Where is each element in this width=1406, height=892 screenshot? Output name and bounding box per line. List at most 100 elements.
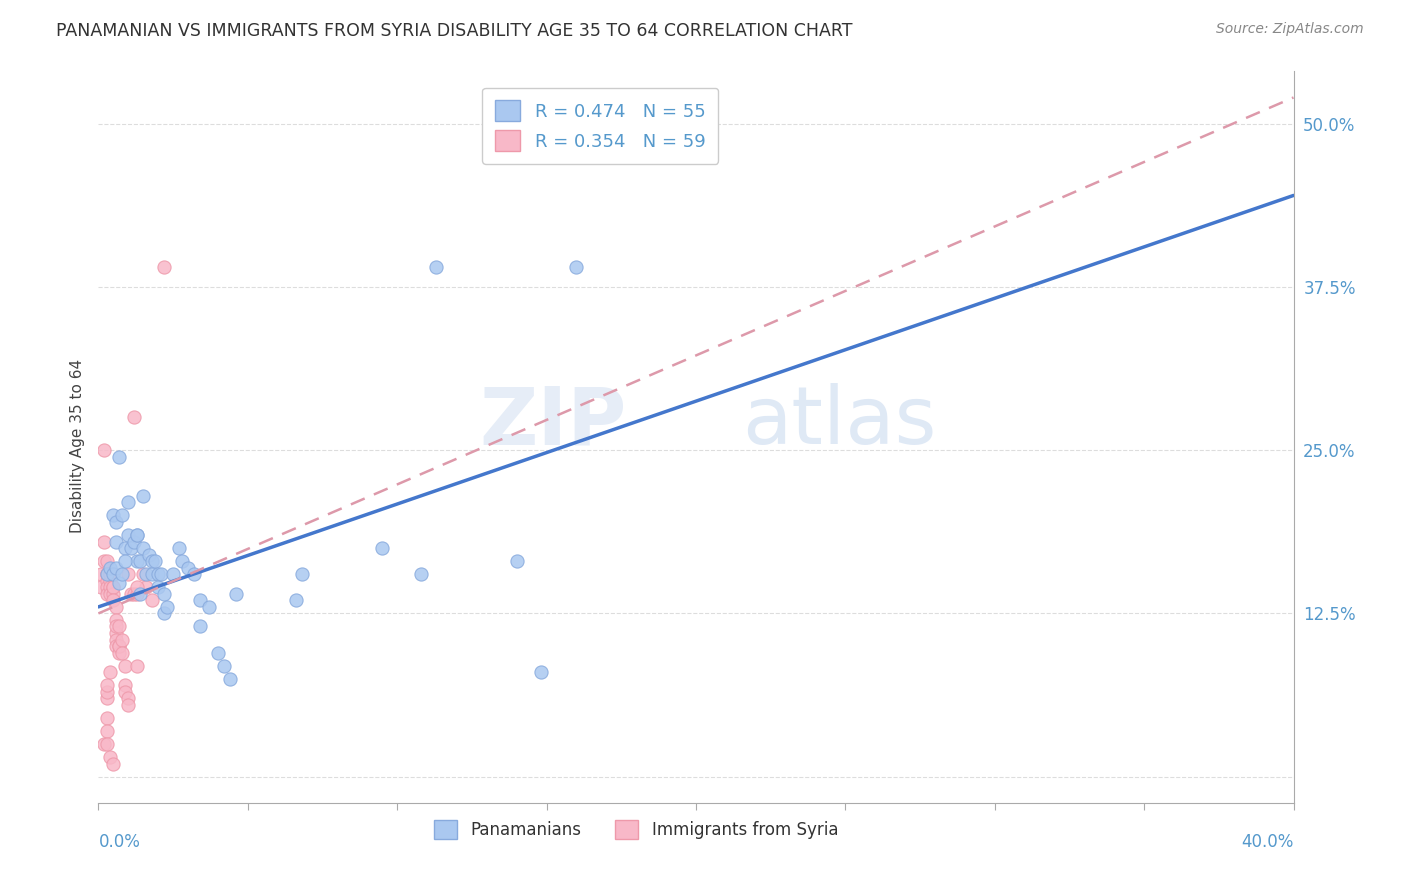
- Text: atlas: atlas: [742, 384, 936, 461]
- Point: [207, 646, 229, 660]
- Point: [219, 672, 242, 686]
- Point: [108, 639, 131, 653]
- Point: [127, 587, 149, 601]
- Point: [183, 567, 205, 582]
- Point: [212, 658, 235, 673]
- Point: [96, 567, 118, 582]
- Point: [425, 260, 447, 275]
- Point: [108, 639, 131, 653]
- Point: [129, 587, 152, 601]
- Point: [103, 567, 125, 582]
- Point: [98, 665, 122, 680]
- Point: [105, 599, 128, 614]
- Point: [105, 639, 128, 653]
- Point: [96, 678, 118, 692]
- Point: [96, 574, 118, 588]
- Point: [530, 665, 553, 680]
- Point: [98, 567, 122, 582]
- Point: [124, 587, 146, 601]
- Point: [96, 567, 118, 582]
- Point: [138, 548, 160, 562]
- Point: [141, 567, 163, 582]
- Point: [96, 580, 118, 594]
- Point: [103, 508, 125, 523]
- Point: [141, 554, 163, 568]
- Text: 0.0%: 0.0%: [98, 833, 141, 851]
- Point: [93, 737, 115, 751]
- Point: [103, 593, 125, 607]
- Point: [141, 593, 163, 607]
- Point: [103, 567, 125, 582]
- Text: ZIP: ZIP: [479, 384, 626, 461]
- Point: [98, 574, 122, 588]
- Point: [127, 580, 149, 594]
- Point: [127, 528, 149, 542]
- Point: [124, 410, 146, 425]
- Point: [96, 554, 118, 568]
- Point: [117, 691, 139, 706]
- Point: [111, 508, 134, 523]
- Point: [103, 580, 125, 594]
- Point: [105, 619, 128, 633]
- Point: [93, 554, 115, 568]
- Point: [114, 658, 136, 673]
- Point: [105, 534, 128, 549]
- Point: [148, 580, 170, 594]
- Point: [188, 593, 211, 607]
- Point: [177, 560, 200, 574]
- Point: [167, 541, 190, 555]
- Point: [98, 587, 122, 601]
- Point: [120, 541, 142, 555]
- Point: [132, 489, 155, 503]
- Point: [111, 632, 134, 647]
- Point: [108, 646, 131, 660]
- Point: [105, 515, 128, 529]
- Point: [114, 685, 136, 699]
- Point: [98, 580, 122, 594]
- Point: [114, 678, 136, 692]
- Point: [93, 443, 115, 458]
- Point: [153, 607, 176, 621]
- Point: [114, 554, 136, 568]
- Point: [96, 691, 118, 706]
- Point: [117, 698, 139, 712]
- Point: [114, 541, 136, 555]
- Point: [148, 567, 170, 582]
- Point: [135, 567, 157, 582]
- Point: [96, 723, 118, 738]
- Point: [90, 580, 112, 594]
- Text: 40.0%: 40.0%: [1241, 833, 1294, 851]
- Point: [90, 567, 112, 582]
- Point: [291, 567, 314, 582]
- Point: [127, 528, 149, 542]
- Point: [103, 587, 125, 601]
- Point: [96, 685, 118, 699]
- Point: [108, 576, 131, 591]
- Text: Disability Age 35 to 64: Disability Age 35 to 64: [70, 359, 84, 533]
- Point: [284, 593, 307, 607]
- Point: [124, 534, 146, 549]
- Point: [153, 587, 176, 601]
- Point: [111, 567, 134, 582]
- Point: [156, 599, 179, 614]
- Point: [105, 613, 128, 627]
- Point: [98, 560, 122, 574]
- Point: [108, 450, 131, 464]
- Point: [188, 619, 211, 633]
- Point: [127, 554, 149, 568]
- Point: [108, 619, 131, 633]
- Point: [96, 737, 118, 751]
- Point: [153, 260, 176, 275]
- Point: [111, 646, 134, 660]
- Point: [103, 580, 125, 594]
- Point: [105, 632, 128, 647]
- Point: [120, 587, 142, 601]
- Point: [105, 626, 128, 640]
- Point: [565, 260, 588, 275]
- Point: [103, 756, 125, 771]
- Point: [117, 528, 139, 542]
- Point: [96, 567, 118, 582]
- Point: [132, 567, 155, 582]
- Point: [129, 554, 152, 568]
- Point: [98, 567, 122, 582]
